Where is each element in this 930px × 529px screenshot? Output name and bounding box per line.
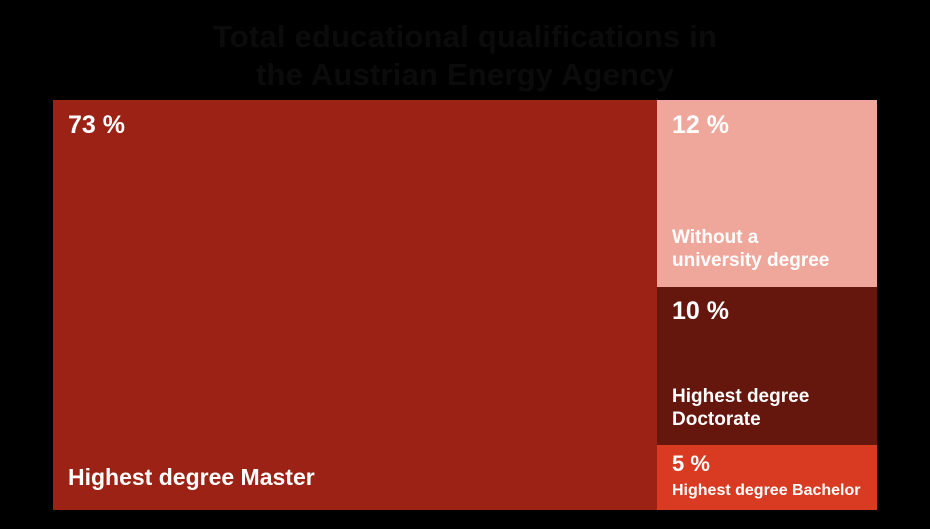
tile-value-master: 73 % [68,111,125,139]
tile-label-master: Highest degree Master [68,463,315,490]
treemap-tile-doctorate[interactable]: 10 % Highest degree Doctorate [657,287,877,445]
treemap-tile-without-university-degree[interactable]: 12 % Without a university degree [657,100,877,287]
tile-value-doctorate: 10 % [672,297,729,325]
treemap-chart: 73 % Highest degree Master 12 % Without … [53,100,877,510]
tile-label-bachelor: Highest degree Bachelor [672,482,861,500]
treemap-tile-master[interactable]: 73 % Highest degree Master [53,100,657,510]
chart-title: Total educational qualifications in the … [0,18,930,94]
chart-title-line-2: the Austrian Energy Agency [255,57,675,92]
tile-value-without-university-degree: 12 % [672,111,729,139]
tile-value-bachelor: 5 % [672,451,710,476]
chart-title-line-1: Total educational qualifications in [212,19,718,54]
tile-label-doctorate: Highest degree Doctorate [672,386,810,430]
tile-label-without-university-degree: Without a university degree [672,227,830,271]
treemap-tile-bachelor[interactable]: 5 % Highest degree Bachelor [657,445,877,510]
